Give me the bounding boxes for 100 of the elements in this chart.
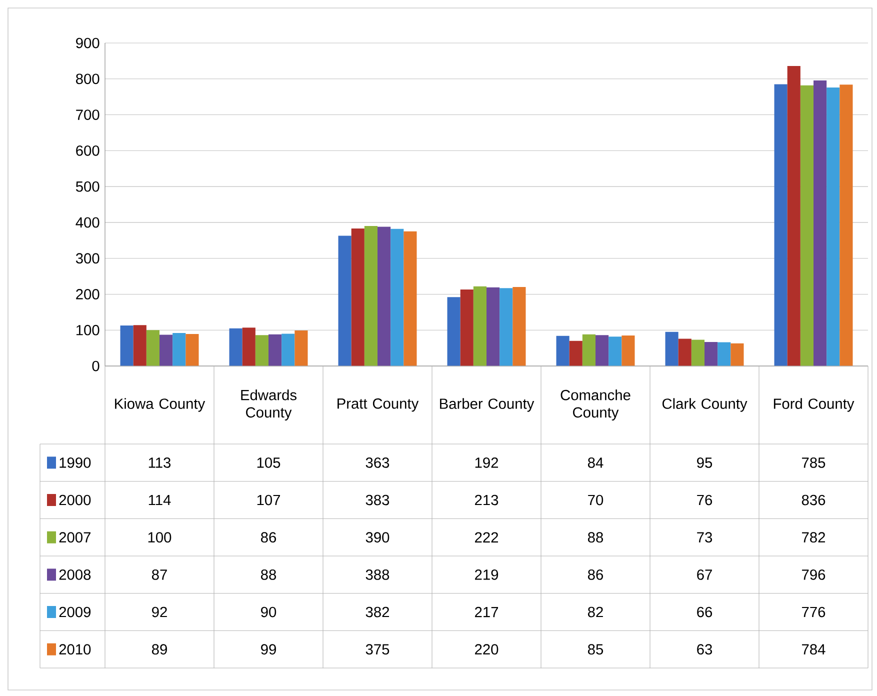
bar — [282, 334, 295, 366]
legend-label: 2007 — [59, 532, 90, 543]
data-label: 114 — [148, 494, 171, 506]
bar — [556, 336, 570, 366]
y-tick-label: 200 — [76, 289, 100, 300]
legend-label: 2000 — [59, 494, 91, 506]
data-label: 213 — [475, 494, 498, 506]
x-tick-label: Kiowa County — [115, 398, 206, 412]
bar — [678, 338, 692, 366]
y-tick-label: 300 — [76, 253, 100, 264]
bar — [569, 340, 582, 366]
x-tick-label: Pratt County — [338, 398, 419, 412]
bar — [814, 80, 827, 366]
bar — [146, 330, 160, 366]
bar — [500, 288, 513, 366]
data-label: 383 — [366, 494, 390, 506]
data-label: 363 — [366, 457, 390, 468]
legend-label: 2010 — [59, 644, 91, 655]
data-label: 388 — [366, 569, 390, 580]
data-label: 192 — [475, 457, 498, 468]
x-tick-label: Edwards County — [241, 390, 296, 420]
bar — [338, 236, 352, 366]
data-label: 113 — [148, 457, 171, 468]
data-label: 100 — [148, 532, 172, 543]
data-label: 836 — [802, 494, 826, 506]
bar — [608, 336, 622, 366]
data-label: 76 — [697, 494, 712, 506]
bar — [840, 84, 853, 366]
y-tick-label: 500 — [76, 181, 100, 192]
data-label: 86 — [260, 532, 276, 543]
bar — [294, 330, 308, 366]
bar — [622, 335, 635, 366]
y-tick-label: 0 — [92, 360, 100, 372]
bar — [704, 342, 718, 366]
data-label: 785 — [802, 457, 826, 468]
y-tick-label: 100 — [76, 324, 100, 336]
data-label: 84 — [588, 457, 604, 468]
bar — [582, 334, 596, 366]
bar — [351, 228, 364, 366]
data-label: 776 — [802, 606, 826, 618]
data-label: 85 — [588, 644, 604, 655]
bar — [596, 335, 609, 366]
data-label: 86 — [588, 569, 604, 580]
data-label: 222 — [475, 532, 498, 542]
data-label: 70 — [588, 494, 604, 506]
y-tick-label: 700 — [76, 110, 100, 120]
bar — [718, 342, 731, 366]
bar — [186, 334, 199, 366]
bar — [378, 226, 391, 366]
x-tick-label: Barber County — [440, 398, 534, 412]
data-label: 782 — [802, 532, 826, 543]
data-label: 89 — [152, 644, 167, 655]
bar — [512, 287, 526, 366]
legend-label: 2008 — [59, 569, 91, 580]
bar — [774, 84, 788, 366]
bar — [172, 332, 186, 366]
data-label: 217 — [475, 606, 498, 618]
data-label: 220 — [475, 644, 498, 655]
bar — [229, 328, 242, 366]
data-label: 99 — [261, 644, 276, 655]
x-tick-label: Clark County — [662, 398, 748, 412]
bar — [447, 297, 460, 366]
bar — [268, 334, 282, 366]
data-label: 87 — [152, 569, 167, 580]
bar — [133, 325, 146, 366]
data-label: 66 — [697, 606, 712, 618]
bar — [364, 226, 378, 366]
bar — [120, 325, 134, 366]
x-tick-label: Comanche County — [560, 390, 630, 420]
bar — [160, 334, 173, 366]
bar — [486, 287, 500, 366]
bar — [787, 66, 800, 366]
data-label: 88 — [588, 532, 604, 543]
bar — [473, 286, 486, 366]
data-label: 88 — [260, 569, 276, 580]
data-label: 796 — [802, 569, 826, 580]
data-label: 90 — [261, 606, 276, 618]
x-tick-label: Ford County — [774, 398, 854, 412]
data-label: 784 — [802, 644, 826, 655]
bar — [730, 343, 744, 366]
data-label: 67 — [697, 569, 712, 580]
bar — [665, 332, 678, 366]
bar — [390, 228, 404, 366]
data-label: 219 — [475, 569, 498, 580]
data-label: 105 — [257, 457, 280, 468]
data-label: 382 — [366, 606, 389, 618]
bar — [404, 231, 417, 366]
data-label: 390 — [366, 532, 390, 543]
legend-label: 1990 — [60, 457, 91, 468]
bar — [255, 335, 269, 366]
data-label: 73 — [697, 532, 712, 543]
data-label: 95 — [697, 457, 712, 468]
legend-label: 2009 — [59, 606, 91, 618]
bar — [800, 85, 814, 366]
bar — [242, 328, 256, 366]
y-tick-label: 600 — [76, 145, 100, 156]
bar — [826, 88, 840, 366]
y-tick-label: 800 — [76, 74, 100, 84]
y-tick-label: 900 — [76, 38, 100, 48]
bar — [460, 290, 474, 366]
